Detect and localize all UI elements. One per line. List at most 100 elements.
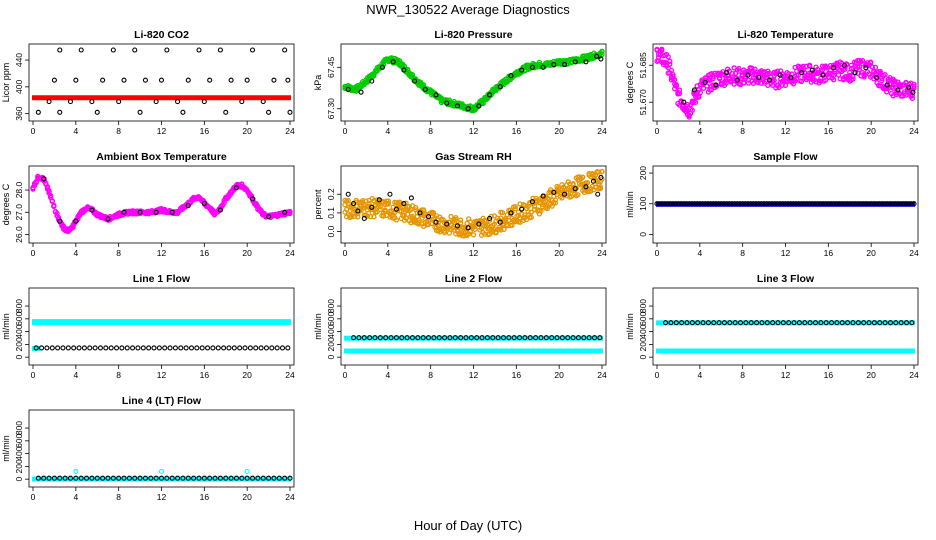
data-point [151,345,157,351]
data-point [543,335,549,341]
data-point [282,475,288,481]
data-point [820,201,826,207]
data-point [662,201,668,207]
data-point [46,188,52,194]
data-point [737,201,743,207]
data-point [212,475,218,481]
data-point [497,219,503,225]
data-point [750,201,756,207]
data-point [420,335,426,341]
data-point [812,201,818,207]
x-tick-label: 16 [824,370,834,380]
data-point [509,222,515,228]
chart-title: Li-820 Temperature [737,29,833,41]
data-point [442,335,448,341]
data-point [495,335,501,341]
data-point [676,87,683,93]
data-point [802,70,808,76]
data-point [710,201,716,207]
x-tick-label: 8 [740,126,745,136]
data-point [572,59,578,65]
data-point [191,475,197,481]
x-tick-label: 20 [242,492,252,502]
data-point [551,189,557,195]
data-point [895,201,901,207]
data-point [755,77,761,83]
data-point [468,335,474,341]
series-flow-low [344,348,603,354]
x-tick-label: 4 [697,248,702,258]
data-point [412,78,418,84]
x-tick-label: 20 [554,126,564,136]
data-point [533,335,539,341]
data-point [831,72,837,79]
data-point [169,209,175,215]
y-tick-label: 100 [638,196,648,210]
x-tick-label: 12 [157,370,167,380]
data-point [401,201,407,207]
data-point [852,201,858,207]
y-tick-label: 360 [14,106,24,120]
data-point [508,210,514,216]
y-tick-label: 200 [638,166,648,180]
y-tick-label: 800 [326,299,336,313]
data-point [409,335,416,341]
plot-data [342,168,605,239]
data-point [527,335,533,341]
data-point [877,68,883,75]
data-point [233,475,240,481]
data-point [137,475,143,481]
data-point [673,320,679,326]
data-point [766,201,772,207]
data-point [809,67,815,73]
x-tick-label: 12 [157,492,167,502]
data-point [55,345,61,351]
x-tick-label: 20 [866,248,876,258]
data-point [249,47,256,53]
x-tick-label: 8 [428,370,433,380]
y-tick-label: 600 [638,311,648,325]
data-point [707,201,714,207]
data-point [882,320,888,326]
data-point [522,335,528,341]
data-point [540,193,546,199]
data-point [580,174,586,180]
x-tick-label: 24 [285,370,295,380]
data-point [465,225,471,231]
data-point [877,320,883,326]
data-point [879,201,885,207]
data-point [504,223,510,229]
data-point [817,201,823,207]
data-point [665,201,671,207]
data-point [672,77,678,83]
data-point [121,475,127,481]
x-tick-label: 0 [31,126,36,136]
data-point [741,80,747,86]
x-tick-label: 8 [740,370,745,380]
x-tick-label: 4 [385,126,390,136]
data-point [780,320,786,326]
data-point [740,201,746,207]
data-point [890,85,896,91]
data-point [818,75,824,82]
y-axis-label: kPa [313,75,323,91]
data-point [465,106,471,112]
data-point [271,475,277,481]
y-tick-label: 0 [638,355,648,360]
data-point [843,62,850,68]
data-point [512,204,518,210]
data-point [436,335,442,341]
data-point [549,335,555,341]
data-point [702,79,708,86]
y-tick-label: 600 [326,311,336,325]
x-tick-label: 20 [866,126,876,136]
data-point [108,345,114,351]
data-point [882,71,888,78]
data-point [472,226,478,233]
data-point [266,214,272,220]
data-point [804,201,810,207]
data-point [856,64,863,70]
data-point [724,201,730,207]
data-point [586,335,592,341]
data-point [887,320,893,326]
